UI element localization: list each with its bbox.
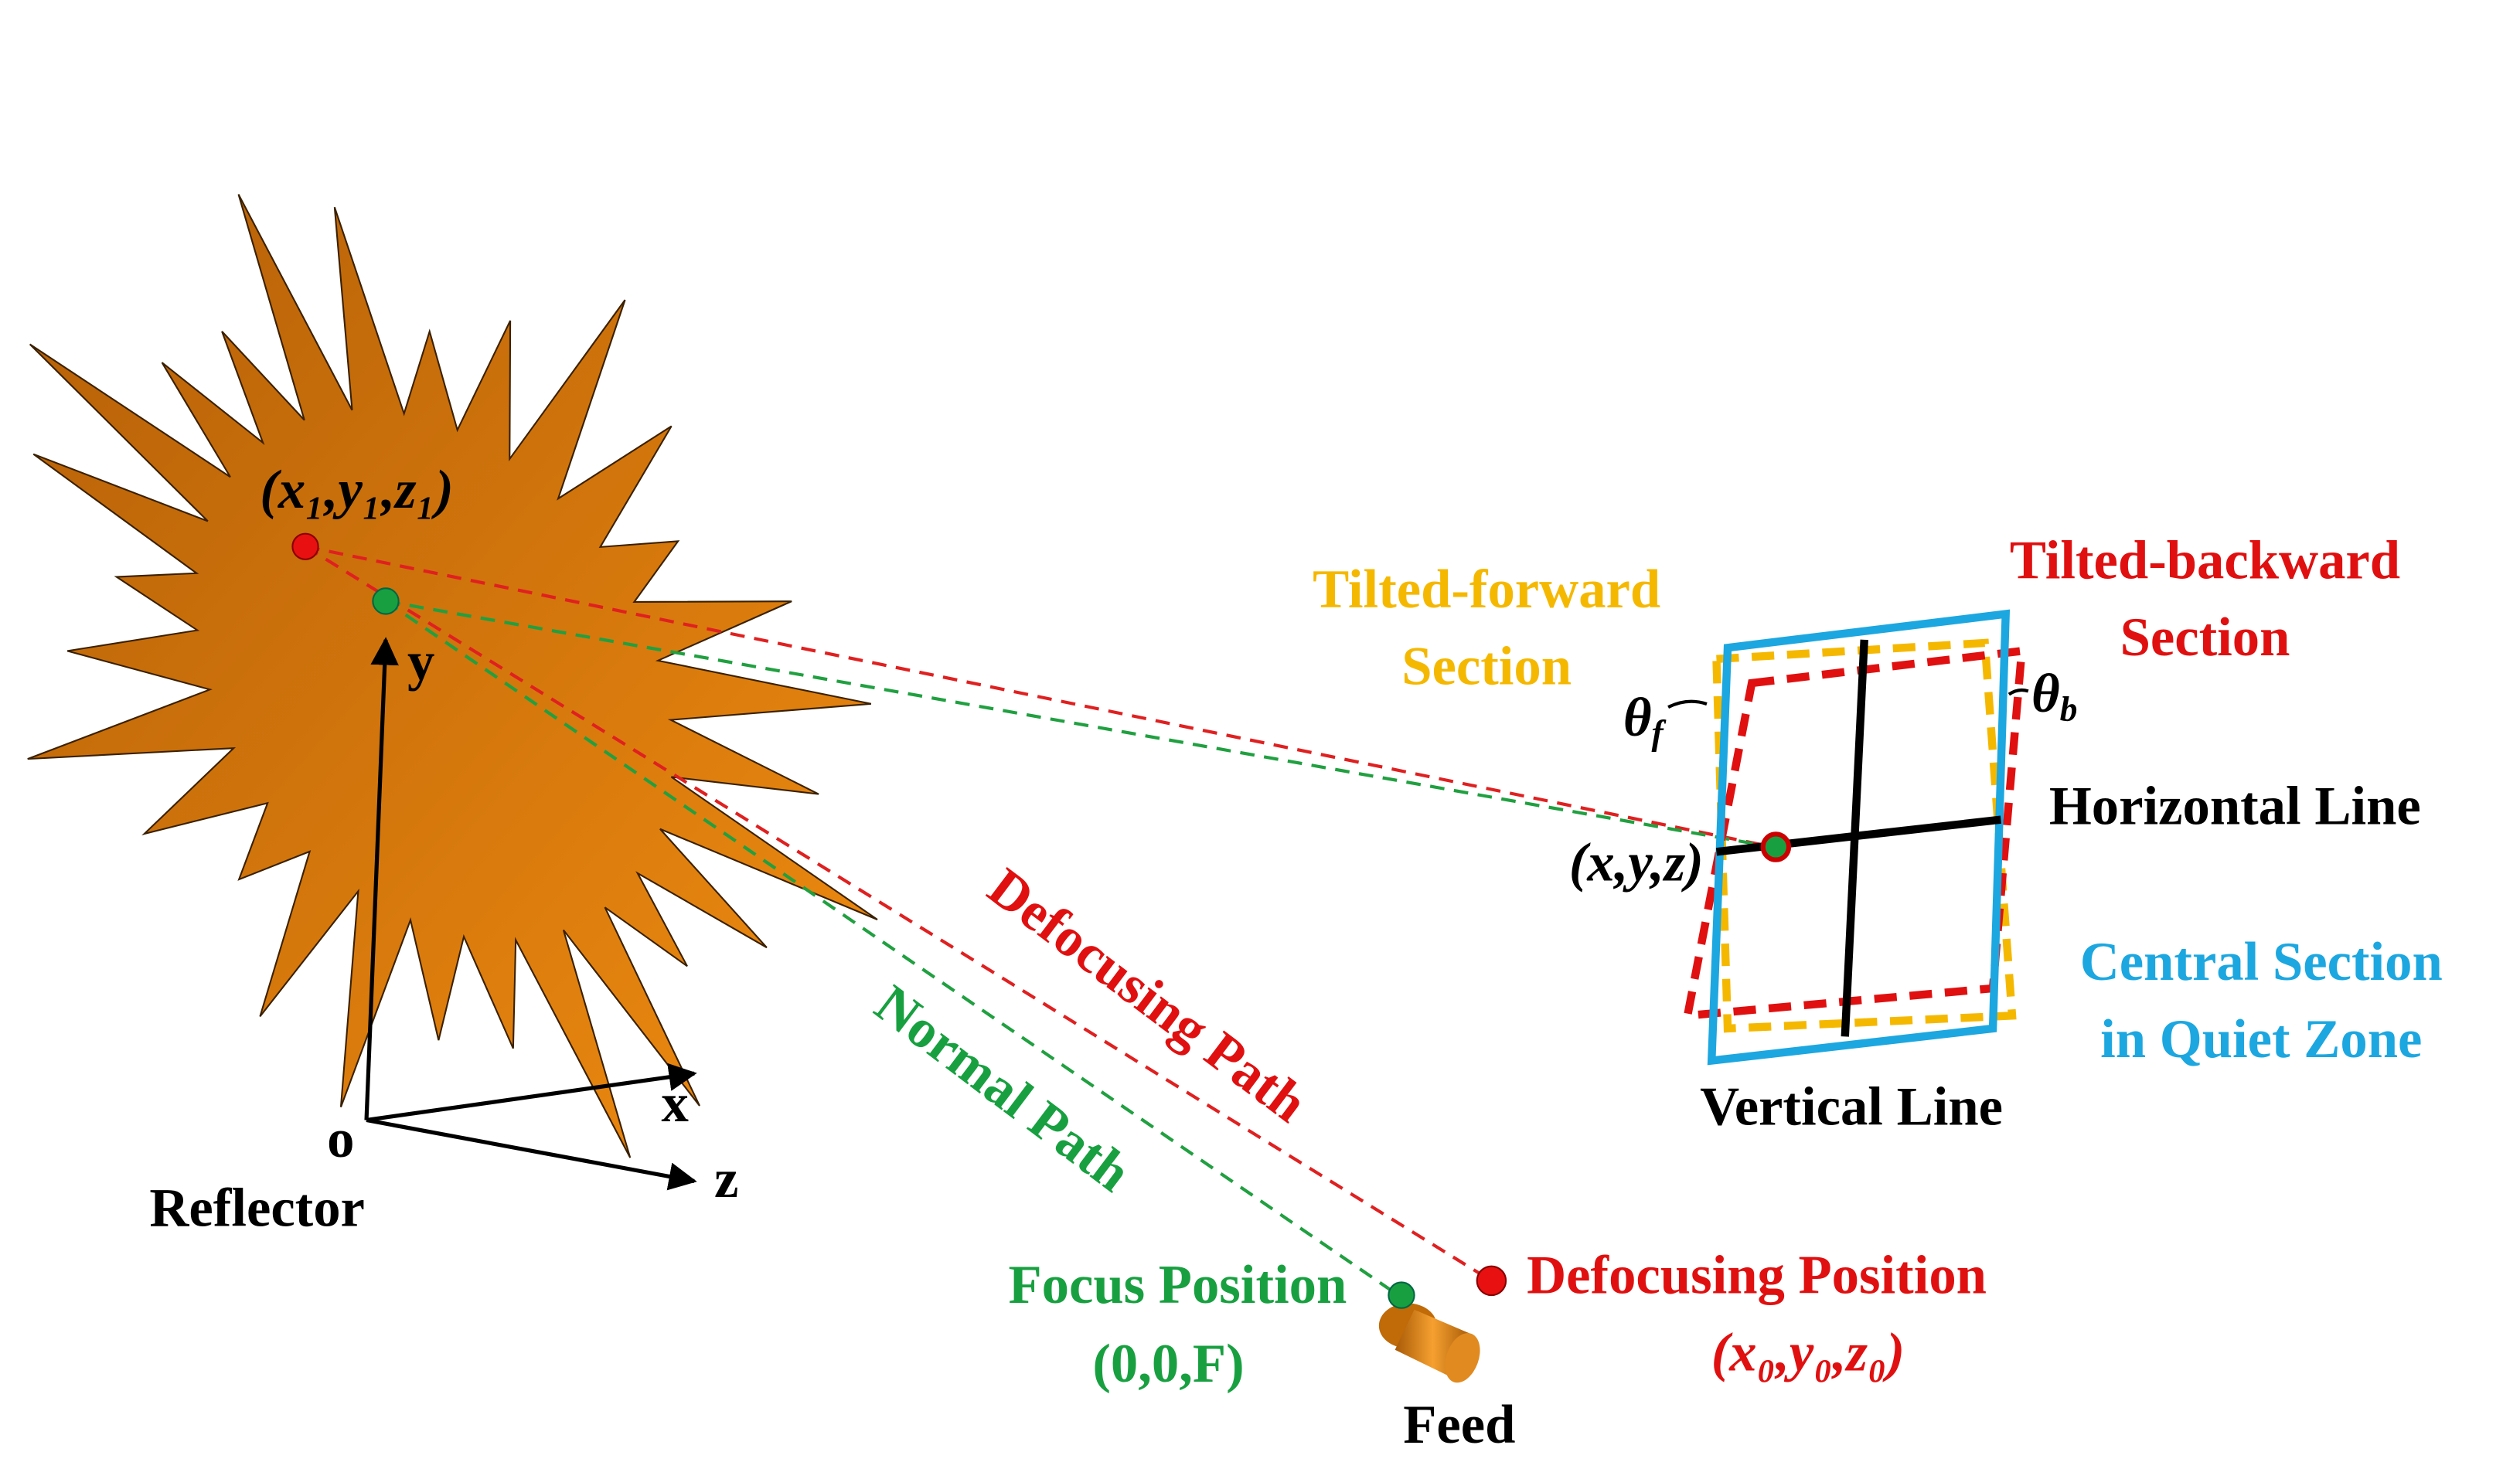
defocus-coords: (x₀,y₀,z₀)	[1711, 1322, 1905, 1382]
axis-label: z	[714, 1149, 738, 1209]
focus-label: Focus Position	[1008, 1255, 1347, 1315]
reflector-label: Reflector	[149, 1178, 365, 1238]
reflector-outline	[27, 194, 878, 1158]
axes	[364, 637, 697, 1191]
point-label: (x,y,z)	[1569, 832, 1704, 893]
section-label: Tilted-backward	[2010, 530, 2400, 590]
feed-shape	[1378, 1303, 1480, 1383]
angle-sub: b	[2060, 689, 2078, 728]
section-label: in Quiet Zone	[2100, 1009, 2422, 1069]
angle-sub: f	[1652, 712, 1667, 752]
feed-label: Feed	[1403, 1395, 1515, 1455]
defocus-label: Defocusing Position	[1527, 1246, 1987, 1306]
sample-point	[1760, 831, 1792, 862]
focus-point	[372, 587, 400, 615]
path-label: Normal Path	[864, 974, 1142, 1203]
angle-symbol: θ	[1623, 688, 1652, 748]
origin-label: o	[327, 1109, 354, 1169]
focus-marker	[1388, 1281, 1415, 1309]
axis-label: y	[407, 631, 434, 692]
axis-label: x	[662, 1073, 689, 1134]
reflector-shape	[27, 194, 878, 1158]
angle-symbol: θ	[2031, 664, 2060, 724]
line-label: Vertical Line	[1700, 1076, 2003, 1137]
angle-label: θf	[1623, 688, 1667, 752]
section-label: Section	[2120, 607, 2290, 668]
line-label: Horizontal Line	[2049, 777, 2421, 837]
point-label: (x₁,y₁,z₁)	[260, 460, 454, 520]
defocus-marker	[1476, 1265, 1507, 1297]
ray-paths	[304, 545, 1773, 1297]
defocus-point	[291, 532, 319, 560]
section-label: Section	[1401, 637, 1572, 697]
section-label: Central Section	[2080, 932, 2443, 992]
quiet-zone	[1667, 609, 2029, 1066]
focus-coords: (0,0,F)	[1092, 1334, 1244, 1394]
section-label: Tilted-forward	[1313, 559, 1660, 620]
angle-label: θb	[2031, 664, 2078, 728]
